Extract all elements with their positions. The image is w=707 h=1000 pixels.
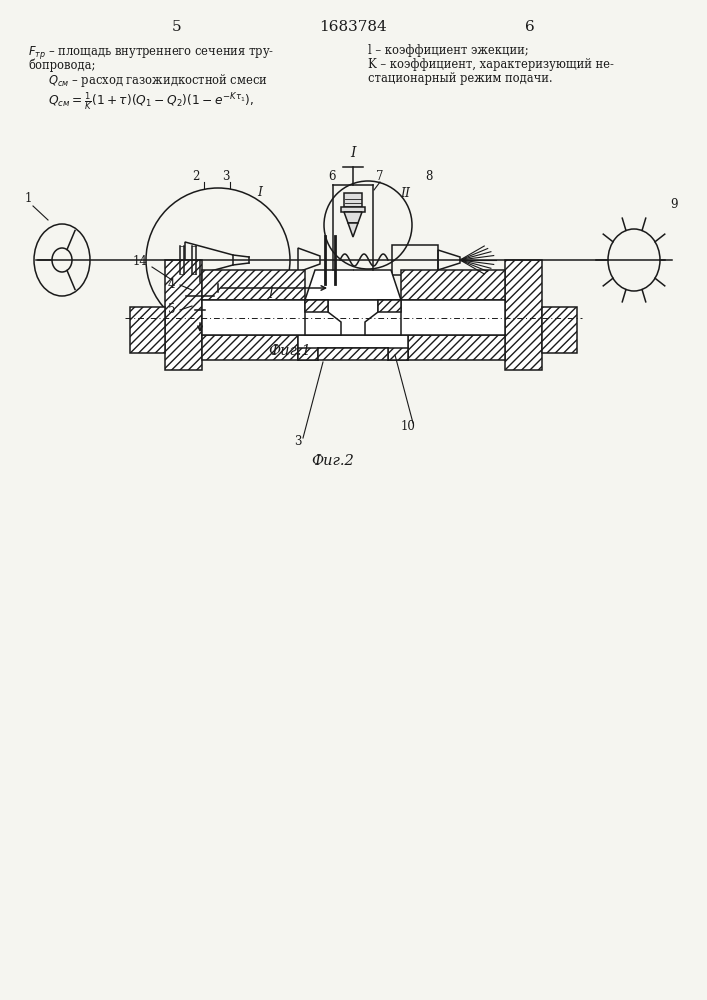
Bar — [305, 300, 328, 312]
Text: Фиг.2: Фиг.2 — [312, 454, 354, 468]
Polygon shape — [305, 270, 401, 300]
Text: 1683784: 1683784 — [319, 20, 387, 34]
Bar — [505, 260, 542, 370]
Bar — [378, 300, 401, 312]
Polygon shape — [365, 300, 401, 335]
Text: 6: 6 — [525, 20, 535, 34]
Polygon shape — [348, 223, 358, 237]
Text: 5: 5 — [168, 303, 175, 316]
Bar — [202, 300, 505, 335]
Text: бопровода;: бопровода; — [28, 58, 95, 72]
Text: 10: 10 — [401, 420, 416, 433]
Bar — [392, 245, 438, 275]
Bar — [298, 348, 318, 360]
Polygon shape — [344, 212, 362, 223]
Text: II: II — [400, 187, 410, 200]
Text: l – коэффициент эжекции;: l – коэффициент эжекции; — [368, 44, 529, 57]
Bar — [130, 307, 165, 353]
Text: 7: 7 — [376, 170, 384, 183]
Bar — [401, 270, 505, 300]
Bar — [202, 270, 305, 300]
Text: стационарный режим подачи.: стационарный режим подачи. — [368, 72, 553, 85]
Text: K – коэффициент, характеризующий не-: K – коэффициент, характеризующий не- — [368, 58, 614, 71]
Bar — [408, 335, 505, 360]
Text: 3: 3 — [222, 170, 230, 183]
Text: 3: 3 — [294, 435, 302, 448]
Text: 14: 14 — [133, 255, 148, 268]
Text: 1: 1 — [24, 192, 32, 205]
Text: I: I — [350, 146, 356, 160]
Text: $F_{тр}$ – площадь внутреннего сечения тру-: $F_{тр}$ – площадь внутреннего сечения т… — [28, 44, 274, 61]
Bar — [318, 348, 388, 360]
Text: 9: 9 — [670, 198, 677, 211]
Text: 8: 8 — [426, 170, 433, 183]
Bar — [341, 207, 365, 212]
Text: 2: 2 — [192, 170, 199, 183]
Text: I: I — [257, 186, 262, 199]
Text: l: l — [269, 287, 273, 301]
Bar — [202, 335, 298, 360]
Text: Фиг.1: Фиг.1 — [269, 344, 311, 358]
Text: $Q_{см}$ – расход газожидкостной смеси: $Q_{см}$ – расход газожидкостной смеси — [48, 72, 268, 89]
Bar — [388, 348, 408, 360]
Text: 4: 4 — [168, 278, 175, 291]
Text: 5: 5 — [173, 20, 182, 34]
Bar — [165, 260, 202, 370]
Polygon shape — [305, 300, 341, 335]
Bar — [542, 307, 577, 353]
Bar — [344, 193, 362, 207]
Text: 6: 6 — [328, 170, 336, 183]
Text: $Q_{см} = \frac{1}{K}(1+\tau)(Q_1 - Q_2)(1-e^{-K\tau_1}),$: $Q_{см} = \frac{1}{K}(1+\tau)(Q_1 - Q_2)… — [48, 90, 254, 112]
Polygon shape — [298, 335, 408, 360]
